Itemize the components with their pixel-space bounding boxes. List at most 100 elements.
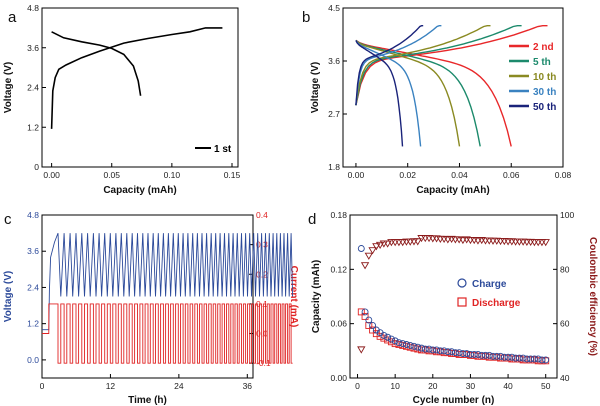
panel-d-efficiency-point — [541, 239, 550, 247]
panel-b-xtick-label: 0.06 — [503, 170, 520, 180]
panel-b-charge-curve-3 — [355, 25, 442, 106]
panel-c-xtick-label: 0 — [40, 381, 45, 391]
panel-b-legend-label-3: 30 th — [533, 87, 556, 98]
panel-d-charge-point — [542, 356, 550, 364]
panel-d-discharge-point — [380, 334, 388, 342]
panel-d-discharge-point — [497, 354, 504, 362]
panel-d-discharge-point — [369, 326, 377, 334]
panel-c-ytick-label: 1.2 — [27, 319, 39, 329]
panel-d-xtick-label: 40 — [503, 381, 513, 391]
panel-label-b: b — [302, 9, 310, 26]
panel-d-discharge-point — [448, 350, 456, 357]
panel-d-charge-point — [418, 344, 425, 352]
panel-d-discharge-point — [440, 349, 448, 357]
panel-b-discharge-curve-3 — [355, 39, 422, 147]
panel-d-xtick-label: 10 — [390, 381, 400, 391]
panel-label-d: d — [308, 211, 316, 228]
panel-d-charge-point — [361, 308, 369, 316]
panel-d-charge-point — [357, 245, 365, 252]
panel-d-discharge-point — [357, 308, 365, 316]
panel-d-y-axis-label-left: Capacity (mAh) — [311, 260, 322, 333]
panel-d-charge-point — [440, 347, 448, 355]
panel-d-x-axis-label: Cycle number (n) — [413, 395, 495, 406]
panel-d-charge-point — [455, 349, 463, 357]
panel-b-legend-label-1: 5 th — [533, 57, 551, 68]
panel-d-efficiency-point — [372, 243, 381, 251]
panel-d-charge-point — [380, 331, 388, 339]
panel-d-charge-point — [459, 350, 467, 357]
panel-d-charge-point — [369, 322, 377, 329]
panel-label-a: a — [8, 9, 17, 26]
panel-d-charge-point — [365, 316, 373, 324]
panel-d-charge-point — [403, 341, 410, 348]
panel-d-ytick-label: 0.00 — [330, 373, 347, 383]
panel-d-discharge-point — [425, 347, 433, 355]
panel-d-y2tick-label: 40 — [560, 373, 570, 383]
panel-d-legend-discharge-label: Discharge — [472, 298, 521, 309]
panel-a-legend-label: 1 st — [214, 144, 232, 155]
panel-a-ytick-label: 1.2 — [27, 122, 39, 132]
panel-d-legend-charge-marker — [457, 278, 467, 288]
panel-d-discharge-point — [508, 355, 516, 363]
panel-c-ytick-label: 3.6 — [27, 246, 39, 256]
panel-d-ytick-label: 0.18 — [330, 210, 347, 220]
panel-d-discharge-point — [474, 352, 482, 360]
panel-d-legend-discharge-marker — [457, 297, 467, 307]
panel-c-current-trace — [42, 303, 293, 364]
panel-d-charge-point — [538, 356, 546, 364]
panel-b-xtick-label: 0.00 — [348, 170, 365, 180]
panel-d-discharge-point — [387, 338, 395, 346]
panel-d-efficiency-point — [406, 238, 415, 246]
panel-d-efficiency-point — [368, 247, 377, 255]
panel-d-ytick-label: 0.06 — [330, 319, 347, 329]
panel-a-discharge-curve — [51, 31, 142, 96]
panel-a-ytick-label: 2.4 — [27, 83, 39, 93]
panel-d-discharge-point — [534, 357, 542, 365]
panel-d-charge-point — [493, 352, 501, 360]
panel-c-xtick-label: 12 — [106, 381, 116, 391]
panel-c-y-axis-label-right: Current (mA) — [288, 266, 299, 328]
panel-d-charge-point — [387, 335, 395, 343]
panel-d-charge-point — [485, 351, 493, 359]
panel-b-ytick-label: 1.8 — [328, 162, 340, 172]
panel-a-xtick-label: 0.00 — [43, 170, 60, 180]
panel-c-xtick-label: 24 — [174, 381, 184, 391]
panel-d-discharge-point — [433, 348, 441, 356]
panel-d-efficiency-point — [473, 237, 483, 245]
panel-d-charge-point — [391, 337, 399, 345]
panel-d-charge-point — [433, 346, 441, 354]
panel-d-charge-point — [395, 339, 403, 347]
panel-d-discharge-point — [395, 341, 403, 348]
panel-d-charge-point — [523, 355, 531, 363]
panel-b-legend-label-2: 10 th — [533, 72, 556, 83]
panel-d-discharge-point — [384, 336, 392, 344]
panel-d-y2tick-label: 60 — [560, 319, 570, 329]
panel-c-y-axis-label-left: Voltage (V) — [3, 271, 14, 322]
panel-d-charge-point — [444, 348, 452, 356]
panel-d-y2tick-label: 100 — [560, 210, 574, 220]
panel-d-efficiency-point — [413, 238, 422, 246]
panel-d-efficiency-point — [360, 262, 370, 270]
panel-b-charge-curve-2 — [355, 25, 491, 106]
panel-b-discharge-curve-2 — [355, 39, 461, 147]
panel-d-efficiency-point — [357, 346, 366, 354]
panel-d-charge-point — [399, 340, 407, 348]
panel-c-ytick-label: 2.4 — [27, 282, 39, 292]
panel-a-x-axis-label: Capacity (mAh) — [103, 185, 176, 196]
panel-d-charge-point — [425, 345, 433, 353]
panel-d-xtick-label: 0 — [355, 381, 360, 391]
panel-d-efficiency-point — [364, 252, 374, 260]
panel-d-discharge-point — [519, 356, 527, 364]
panel-a-xtick-label: 0.15 — [224, 170, 241, 180]
panel-b-legend-label-4: 50 th — [533, 102, 556, 113]
panel-d-charge-point — [474, 351, 482, 358]
panel-b-ytick-label: 2.7 — [328, 109, 340, 119]
panel-d-charge-point — [500, 353, 508, 361]
panel-d-charge-point — [534, 355, 542, 363]
panel-d-discharge-point — [365, 322, 373, 329]
panel-b-legend-label-0: 2 nd — [533, 42, 554, 53]
panel-a-xtick-label: 0.10 — [164, 170, 181, 180]
panel-b-discharge-curve-0 — [355, 39, 512, 147]
panel-b-xtick-label: 0.04 — [451, 170, 468, 180]
panel-b-ytick-label: 4.5 — [328, 3, 340, 13]
